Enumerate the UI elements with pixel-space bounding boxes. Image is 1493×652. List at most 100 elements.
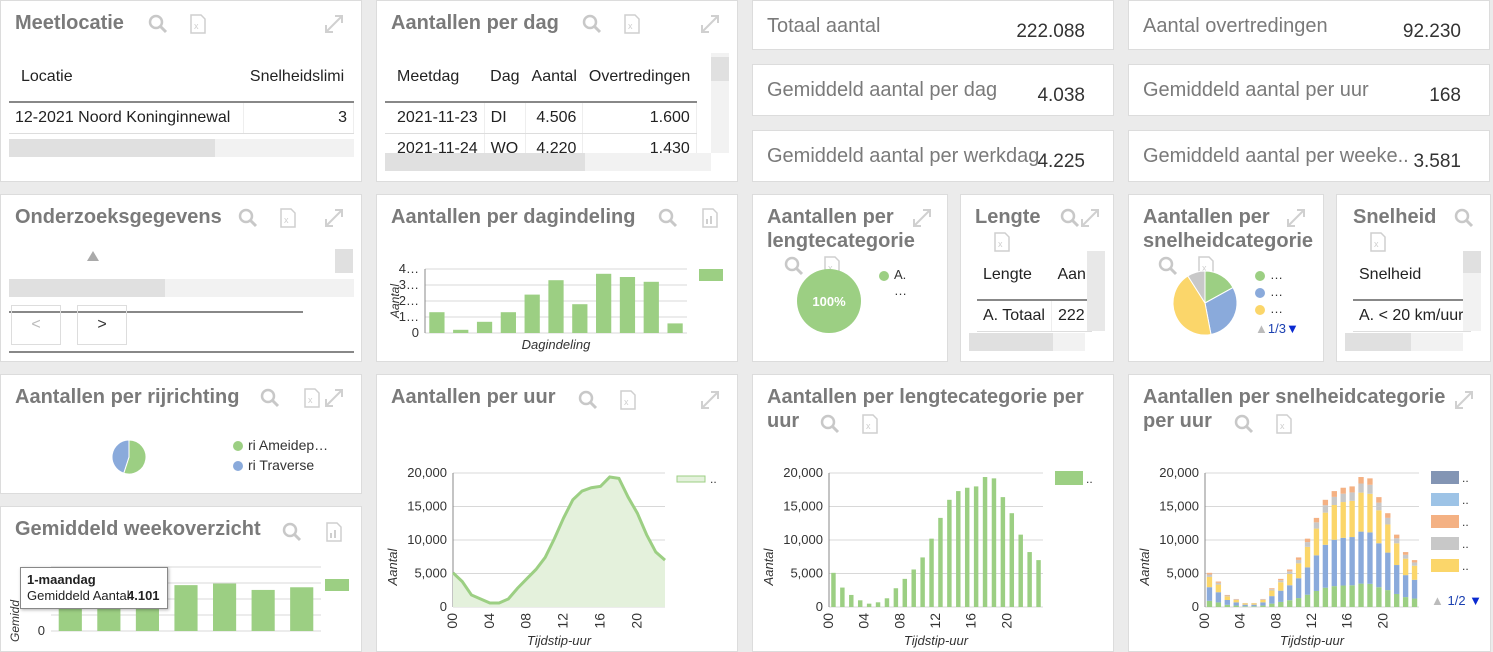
- expand-icon[interactable]: [323, 13, 345, 35]
- legend-label: A.: [894, 267, 907, 282]
- table-cell: 12-2021 Noord Koninginnewal: [9, 102, 245, 134]
- y-tick-label: 2…: [399, 293, 419, 308]
- column-header[interactable]: Snelheid: [1353, 251, 1470, 301]
- search-icon[interactable]: [1157, 255, 1179, 277]
- svg-text:x: x: [866, 421, 871, 431]
- stacked-bar-segment: [1349, 585, 1355, 607]
- legend-swatch: [699, 269, 723, 281]
- column-header[interactable]: Snelheidslimi: [243, 53, 354, 103]
- legend-label: ri Traverse: [248, 457, 315, 473]
- excel-export-icon[interactable]: x: [991, 231, 1013, 253]
- vertical-scrollbar[interactable]: [711, 53, 729, 153]
- excel-export-icon[interactable]: x: [859, 413, 881, 435]
- horizontal-scrollbar[interactable]: [9, 279, 354, 297]
- table-row[interactable]: A. < 20 km/uur: [1353, 300, 1471, 332]
- horizontal-scrollbar[interactable]: [1345, 333, 1463, 351]
- excel-export-icon[interactable]: x: [187, 13, 209, 35]
- next-page-button[interactable]: >: [77, 305, 127, 345]
- table-cell: 4.506: [525, 102, 584, 134]
- expand-icon[interactable]: [1079, 207, 1101, 229]
- search-icon[interactable]: [1233, 413, 1255, 435]
- search-icon[interactable]: [581, 13, 603, 35]
- bar: [964, 487, 970, 607]
- horizontal-scrollbar[interactable]: [9, 139, 354, 157]
- column-header[interactable]: Locatie: [9, 53, 244, 103]
- legend-item[interactable]: ri Traverse: [233, 457, 314, 473]
- legend-item[interactable]: ri Ameidep…: [233, 437, 328, 453]
- expand-icon[interactable]: [1285, 207, 1307, 229]
- stacked-bar-segment: [1411, 560, 1418, 563]
- bar: [902, 578, 908, 607]
- per-uur-chart: 0 5,000 10,000 15,000 20,000 00 04 08 12 16 20 Tijd…: [385, 465, 717, 648]
- column-header[interactable]: Lengte: [977, 251, 1052, 301]
- column-header[interactable]: Aantal: [525, 53, 583, 103]
- excel-export-icon[interactable]: x: [1367, 231, 1389, 253]
- vertical-scrollbar[interactable]: [1463, 251, 1481, 331]
- column-header[interactable]: Dag: [484, 53, 526, 103]
- search-icon[interactable]: [783, 255, 805, 277]
- search-icon[interactable]: [1453, 207, 1475, 229]
- legend-pager[interactable]: ▲1/3▼: [1255, 321, 1299, 336]
- excel-export-icon[interactable]: x: [617, 389, 639, 411]
- expand-icon[interactable]: [699, 13, 721, 35]
- x-tick-label: 04: [481, 613, 497, 629]
- kpi-value: 168: [1429, 85, 1461, 106]
- chart-export-icon[interactable]: [323, 521, 345, 543]
- table-row[interactable]: A. Totaal 222: [977, 300, 1093, 332]
- legend-item[interactable]: …: [1255, 301, 1283, 316]
- panel-title: Aantallen per snelheidcategorie: [1143, 206, 1314, 252]
- search-icon[interactable]: [577, 389, 599, 411]
- search-icon[interactable]: [819, 413, 841, 435]
- pager-up-icon[interactable]: ▲: [1431, 593, 1448, 608]
- expand-icon[interactable]: [699, 389, 721, 411]
- bar: [938, 517, 943, 607]
- stacked-bar-segment: [1287, 573, 1293, 586]
- expand-icon[interactable]: [1453, 389, 1475, 411]
- search-icon[interactable]: [1059, 207, 1081, 229]
- kpi-value: 3.581: [1413, 151, 1461, 172]
- search-icon[interactable]: [281, 521, 303, 543]
- legend-item[interactable]: …: [1255, 267, 1283, 282]
- stacked-bar-segment: [1349, 486, 1355, 493]
- table-row[interactable]: 12-2021 Noord Koninginnewal 3: [9, 102, 354, 134]
- stacked-bar-segment: [1287, 585, 1293, 601]
- legend-pager[interactable]: ▲ 1/2 ▼: [1431, 593, 1482, 608]
- x-tick-label: 00: [444, 613, 460, 629]
- excel-export-icon[interactable]: x: [301, 387, 323, 409]
- legend-item[interactable]: A.: [879, 267, 906, 282]
- stacked-bar-segment: [1251, 604, 1257, 607]
- search-icon[interactable]: [259, 387, 281, 409]
- vertical-scrollbar[interactable]: [335, 249, 353, 273]
- expand-icon[interactable]: [323, 387, 345, 409]
- legend-label: ..: [1462, 559, 1469, 573]
- panel-title: Aantallen per snelheidcategorie per uur: [1143, 386, 1446, 432]
- stacked-bar-segment: [1304, 542, 1311, 547]
- column-header[interactable]: Aan: [1051, 251, 1092, 301]
- vertical-scrollbar[interactable]: [1087, 251, 1105, 331]
- expand-icon[interactable]: [911, 207, 933, 229]
- bar: [857, 600, 863, 607]
- expand-icon[interactable]: [323, 207, 345, 229]
- excel-export-icon[interactable]: x: [621, 13, 643, 35]
- table-cell: A. Totaal: [977, 300, 1052, 332]
- previous-page-button[interactable]: <: [11, 305, 61, 345]
- table-row[interactable]: 2021-11-23 DI 4.506 1.600: [385, 102, 697, 134]
- pager-down-icon[interactable]: ▼: [1285, 321, 1299, 336]
- pager-up-icon[interactable]: ▲: [1255, 321, 1268, 336]
- column-header[interactable]: Overtredingen: [582, 53, 697, 103]
- horizontal-scrollbar[interactable]: [969, 333, 1085, 351]
- stacked-bar-segment: [1402, 575, 1409, 598]
- column-header[interactable]: Meetdag: [385, 53, 485, 103]
- stacked-bar-segment: [1331, 491, 1337, 497]
- lengtecategorie-panel: Aantallen per lengtecategorie x 100% A. …: [752, 194, 948, 362]
- pager-down-icon[interactable]: ▼: [1465, 593, 1483, 608]
- horizontal-scrollbar[interactable]: [385, 153, 711, 171]
- search-icon[interactable]: [237, 207, 259, 229]
- legend-item[interactable]: …: [1255, 284, 1283, 299]
- search-icon[interactable]: [657, 207, 679, 229]
- chart-export-icon[interactable]: [699, 207, 721, 229]
- excel-export-icon[interactable]: x: [1273, 413, 1295, 435]
- search-icon[interactable]: [147, 13, 169, 35]
- excel-export-icon[interactable]: x: [277, 207, 299, 229]
- y-axis-title: Aantal: [385, 547, 400, 586]
